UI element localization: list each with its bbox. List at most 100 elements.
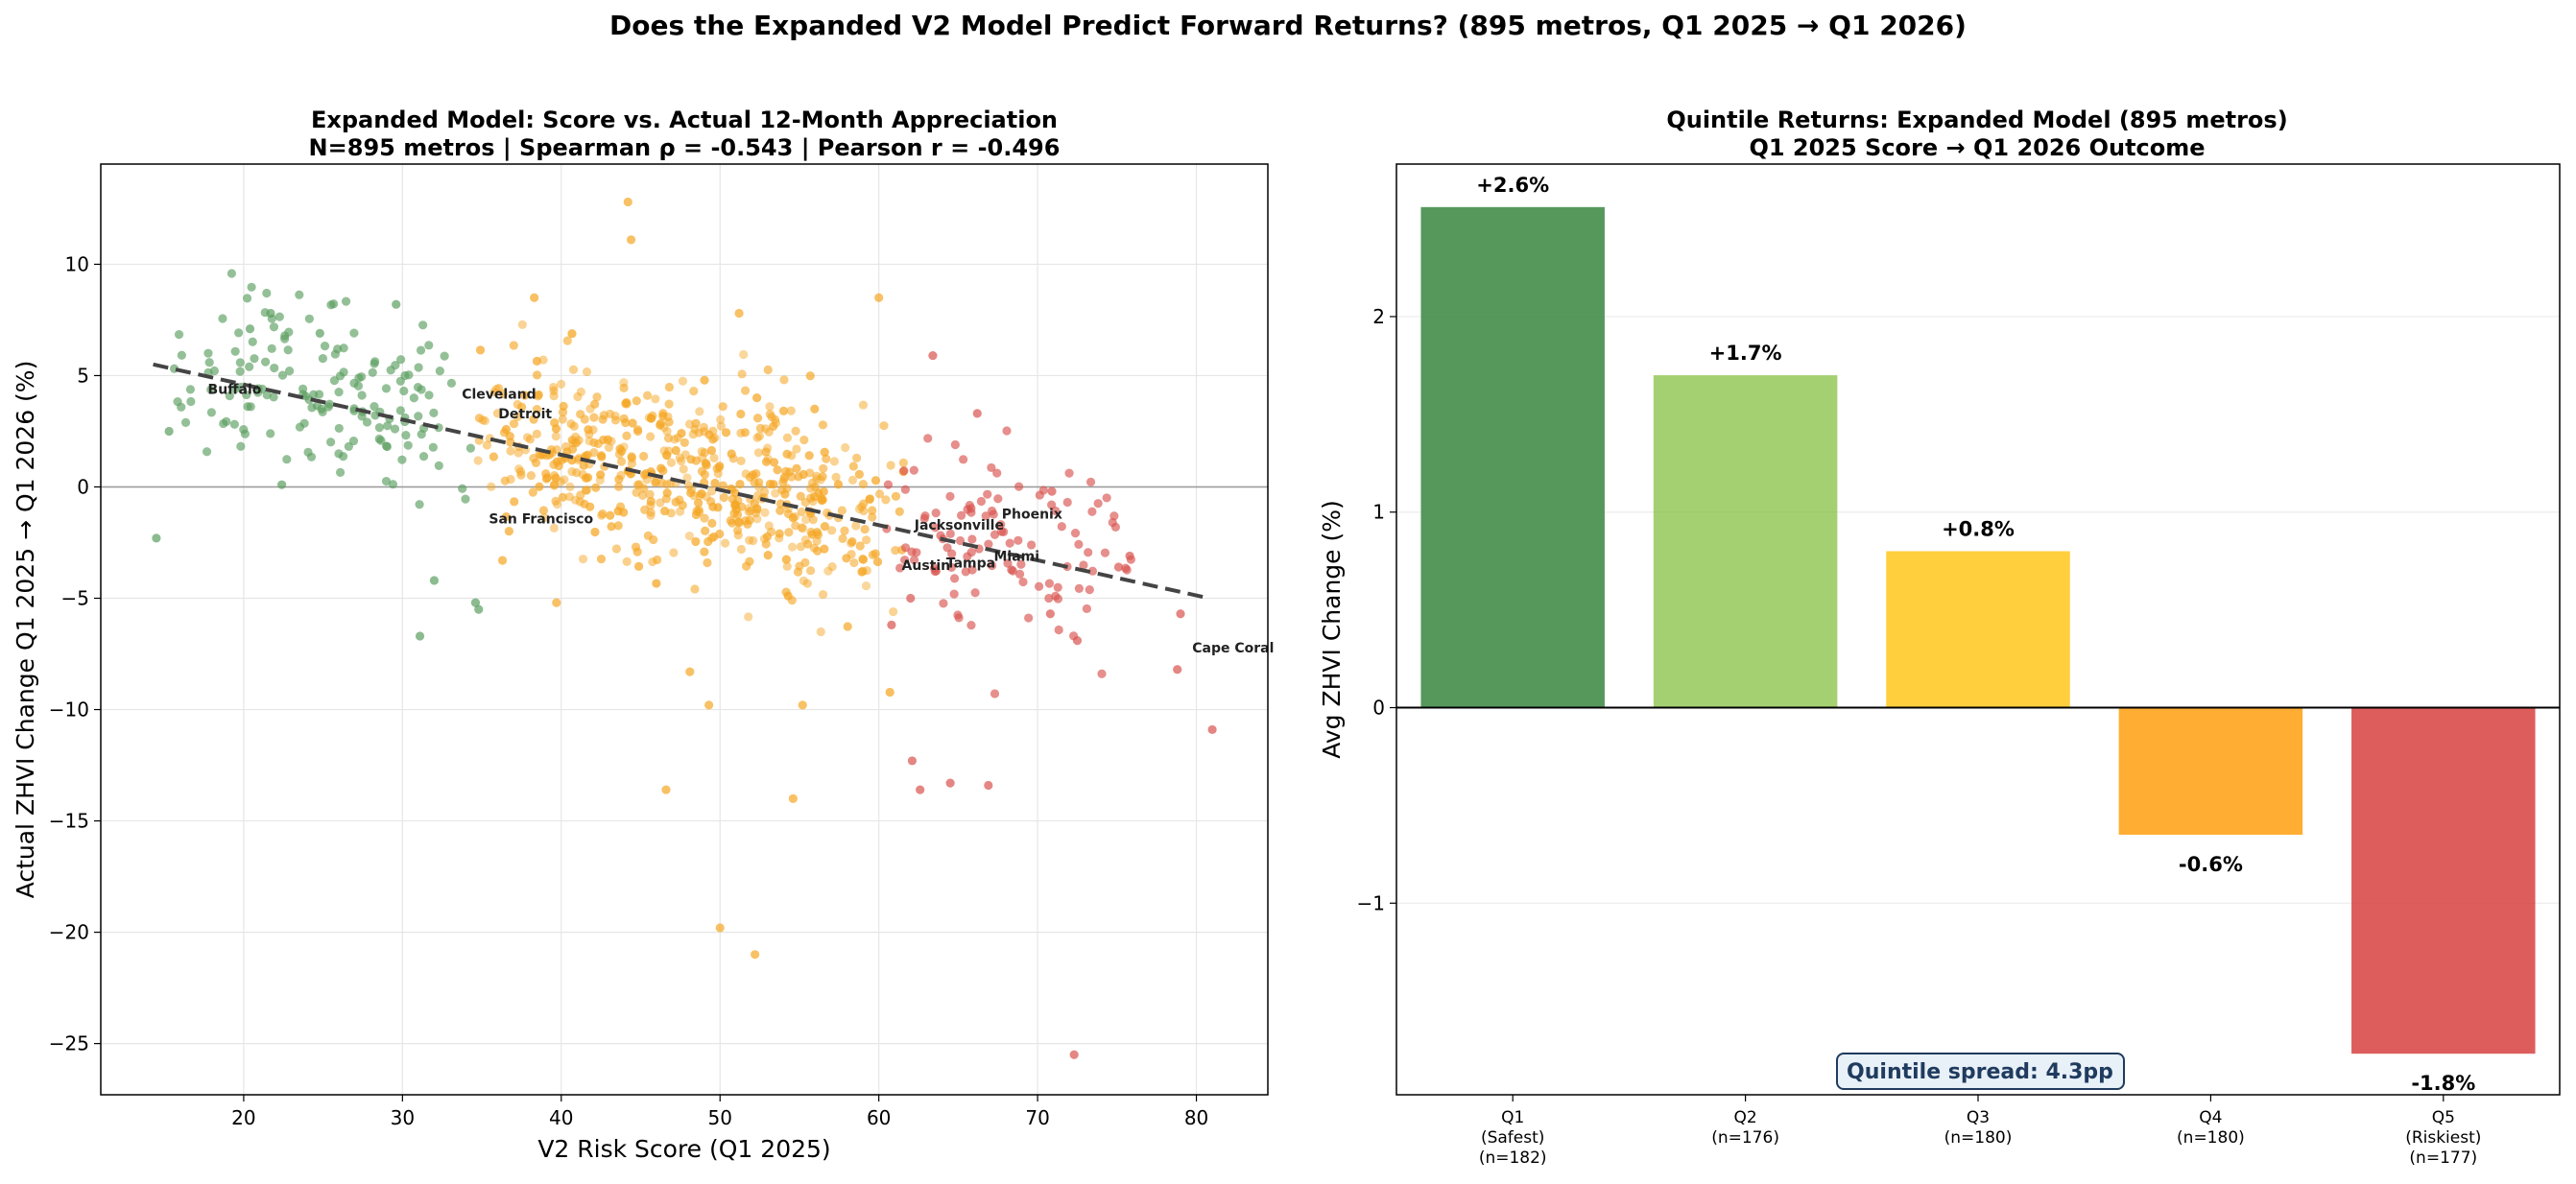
scatter-point	[990, 689, 1000, 699]
bar-q1	[1420, 206, 1605, 708]
scatter-point	[318, 407, 327, 416]
scatter-point	[662, 426, 672, 437]
scatter-point	[414, 363, 423, 372]
scatter-point	[769, 458, 779, 467]
scatter-point	[841, 442, 850, 453]
bar-value-label: -1.8%	[2411, 1072, 2475, 1095]
scatter-point	[818, 589, 828, 600]
scatter-x-tick-label: 80	[1184, 1106, 1208, 1129]
scatter-point	[603, 435, 612, 444]
scatter-point	[848, 462, 858, 471]
scatter-y-tick-label: 10	[65, 252, 89, 275]
scatter-point	[633, 426, 643, 437]
scatter-point	[1113, 562, 1124, 572]
bar-x-tick-label: (n=180)	[1944, 1128, 2013, 1148]
scatter-point	[754, 478, 764, 487]
scatter-point	[745, 535, 754, 545]
scatter-point	[762, 532, 773, 542]
scatter-point	[818, 420, 828, 430]
scatter-point	[860, 524, 870, 534]
scatter-point	[993, 494, 1003, 504]
scatter-point	[928, 350, 938, 361]
scatter-point	[709, 453, 719, 462]
scatter-point	[584, 425, 593, 435]
scatter-point	[390, 424, 400, 434]
scatter-point	[906, 593, 916, 604]
bar-x-tick-label: (n=182)	[1479, 1148, 1547, 1168]
scatter-point	[591, 483, 601, 492]
scatter-point	[250, 354, 259, 364]
scatter-point	[761, 447, 771, 457]
scatter-point	[551, 496, 561, 506]
scatter-point	[812, 474, 822, 484]
scatter-point	[513, 448, 523, 458]
scatter-point	[622, 431, 632, 440]
scatter-point	[881, 495, 891, 505]
scatter-point	[923, 434, 933, 443]
scatter-point	[415, 631, 425, 641]
scatter-point	[300, 391, 310, 401]
scatter-point	[931, 566, 942, 576]
scatter-point-label: Miami	[993, 550, 1039, 565]
scatter-point	[619, 378, 629, 388]
scatter-point	[417, 430, 426, 439]
scatter-point	[759, 533, 770, 544]
scatter-point-label: Tampa	[946, 556, 995, 572]
scatter-point	[1062, 497, 1072, 508]
scatter-point	[680, 438, 689, 447]
scatter-point	[520, 391, 530, 400]
scatter-point	[567, 329, 577, 339]
scatter-point	[611, 544, 622, 554]
scatter-point	[775, 506, 785, 515]
scatter-point	[446, 378, 457, 388]
scatter-point	[700, 513, 709, 523]
scatter-point	[631, 542, 641, 552]
scatter-point	[760, 424, 771, 434]
scatter-point	[855, 541, 865, 551]
scatter-point	[1207, 724, 1217, 735]
scatter-point	[689, 491, 699, 501]
scatter-point	[715, 529, 725, 539]
scatter-point	[482, 440, 492, 450]
scatter-point	[956, 510, 966, 520]
bar-x-tick-label: Q2	[1733, 1108, 1756, 1127]
scatter-point	[478, 415, 488, 425]
scatter-point	[564, 492, 574, 502]
scatter-point	[506, 446, 515, 456]
scatter-point	[768, 421, 778, 432]
scatter-point	[735, 480, 745, 489]
scatter-point	[549, 391, 559, 401]
scatter-point	[386, 366, 395, 375]
bar-x-tick-label: (Riskiest)	[2405, 1128, 2481, 1148]
scatter-point	[661, 494, 671, 504]
scatter-point	[883, 480, 894, 489]
scatter-point	[489, 387, 499, 397]
scatter-point	[696, 489, 706, 499]
scatter-point	[786, 406, 796, 415]
scatter-point	[765, 479, 775, 489]
scatter-point	[820, 522, 830, 532]
scatter-point	[525, 435, 536, 444]
scatter-point	[613, 521, 623, 531]
scatter-point	[679, 464, 688, 474]
scatter-point	[1053, 582, 1062, 592]
scatter-point	[621, 398, 632, 408]
scatter-point	[639, 451, 649, 462]
scatter-point	[718, 481, 727, 490]
scatter-x-label: V2 Risk Score (Q1 2025)	[537, 1135, 830, 1163]
scatter-point	[632, 396, 641, 406]
scatter-x-tick-label: 60	[867, 1106, 891, 1129]
scatter-point	[779, 375, 789, 385]
scatter-point	[553, 499, 562, 509]
scatter-point	[900, 556, 910, 565]
scatter-point	[886, 461, 895, 470]
scatter-point	[597, 452, 607, 462]
scatter-y-tick-label: −10	[49, 699, 89, 722]
scatter-point	[972, 409, 982, 418]
scatter-point	[582, 485, 592, 495]
scatter-point	[847, 537, 857, 547]
scatter-point	[551, 432, 561, 441]
scatter-point	[498, 389, 509, 399]
scatter-point	[942, 543, 952, 553]
scatter-point	[784, 528, 794, 537]
